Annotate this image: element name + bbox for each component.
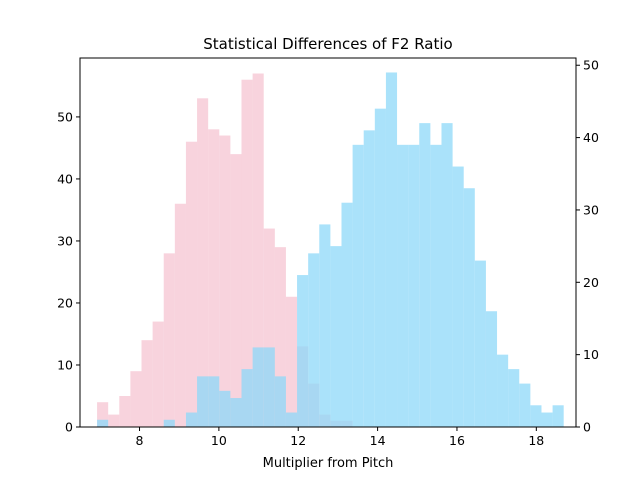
histogram-bar-series-2 xyxy=(252,347,264,427)
y-right-tick-label: 10 xyxy=(583,347,599,362)
x-tick-label: 12 xyxy=(290,433,306,448)
histogram-bar-series-1 xyxy=(263,228,275,427)
y-left-tick-label: 20 xyxy=(57,295,73,310)
histogram-bar-series-2 xyxy=(208,376,220,427)
y-right-tick-label: 50 xyxy=(583,58,599,73)
histogram-bar-series-1 xyxy=(274,247,286,427)
histogram-bar-series-2 xyxy=(397,144,409,427)
histogram-bar-series-1 xyxy=(208,129,220,427)
y-right-tick-label: 40 xyxy=(583,130,599,145)
histogram-bar-series-2 xyxy=(219,390,231,427)
histogram-bar-series-1 xyxy=(185,141,198,427)
histogram-bar-series-2 xyxy=(541,412,553,427)
histogram-bar-series-1 xyxy=(252,73,264,427)
histogram-bar-series-2 xyxy=(530,405,542,427)
histogram-bar-series-2 xyxy=(441,123,453,427)
x-tick-label: 8 xyxy=(136,433,144,448)
histogram-bar-series-1 xyxy=(241,79,253,428)
y-left-tick-label: 0 xyxy=(65,420,73,435)
histogram-bar-series-2 xyxy=(274,376,286,427)
histogram-bar-series-2 xyxy=(463,188,475,427)
y-right-tick-label: 0 xyxy=(583,420,591,435)
histogram-bar-series-1 xyxy=(219,135,231,428)
x-tick-label: 10 xyxy=(211,433,227,448)
histogram-bar-series-2 xyxy=(285,412,298,427)
histogram-bar-series-2 xyxy=(452,166,464,427)
histogram-bar-series-2 xyxy=(319,224,331,427)
y-left-tick-label: 10 xyxy=(57,357,73,372)
chart-title: Statistical Differences of F2 Ratio xyxy=(203,35,452,53)
y-left-tick-label: 40 xyxy=(57,171,73,186)
histogram-bar-series-1 xyxy=(197,98,209,428)
histogram-bar-series-2 xyxy=(241,369,253,427)
axes-layer: 8 10 12 14 16 18 0 10 20 30 40 50 0 10 20 30 40 50 xyxy=(57,58,599,448)
histogram-bar-series-2 xyxy=(374,108,386,427)
plot-frame xyxy=(79,57,577,428)
x-tick-label: 18 xyxy=(528,433,544,448)
histogram-bar-series-2 xyxy=(230,398,242,427)
histogram-bar-series-1 xyxy=(163,253,175,427)
histogram-bar-series-2 xyxy=(330,246,342,427)
y-left-tick-label: 30 xyxy=(57,233,73,248)
y-left-tick-label: 50 xyxy=(57,109,73,124)
histogram-bar-series-1 xyxy=(130,371,142,427)
histogram-bar-series-2 xyxy=(363,130,375,427)
histogram-bar-series-1 xyxy=(119,395,131,427)
histogram-bar-series-1 xyxy=(152,321,164,427)
histogram-bar-series-2 xyxy=(185,412,198,427)
histogram-bar-series-1 xyxy=(141,340,153,427)
histogram-bar-series-2 xyxy=(197,376,209,427)
y-right-tick-label: 20 xyxy=(583,275,599,290)
x-tick-label: 14 xyxy=(370,433,386,448)
x-axis-label: Multiplier from Pitch xyxy=(263,456,394,471)
histogram-bar-series-2 xyxy=(308,253,320,427)
histogram-bar-series-2 xyxy=(474,260,486,427)
histogram-bar-series-2 xyxy=(341,202,353,427)
histogram-bar-series-2 xyxy=(519,383,531,427)
histogram-bar-series-1 xyxy=(174,203,186,427)
histogram-bar-series-2 xyxy=(97,419,109,427)
histogram-bar-series-2 xyxy=(508,369,520,427)
histogram-bar-series-1 xyxy=(108,414,120,427)
histogram-bar-series-2 xyxy=(485,311,498,427)
bars-layer xyxy=(97,72,564,428)
histogram-bar-series-1 xyxy=(230,154,242,428)
histogram-bar-series-2 xyxy=(385,72,398,428)
histogram-bar-series-2 xyxy=(497,354,509,427)
x-tick-label: 16 xyxy=(449,433,465,448)
histogram-bar-series-2 xyxy=(163,419,175,427)
histogram-bar-series-2 xyxy=(430,144,442,427)
histogram-bar-series-2 xyxy=(352,144,364,427)
histogram-bar-series-2 xyxy=(263,347,275,427)
histogram-bar-series-2 xyxy=(297,275,309,427)
histogram-bar-series-1 xyxy=(97,402,109,427)
histogram-bar-series-2 xyxy=(408,144,420,427)
histogram-bar-series-2 xyxy=(419,123,431,427)
y-right-tick-label: 30 xyxy=(583,202,599,217)
histogram-bar-series-1 xyxy=(285,296,298,427)
histogram-bar-series-2 xyxy=(552,405,564,427)
